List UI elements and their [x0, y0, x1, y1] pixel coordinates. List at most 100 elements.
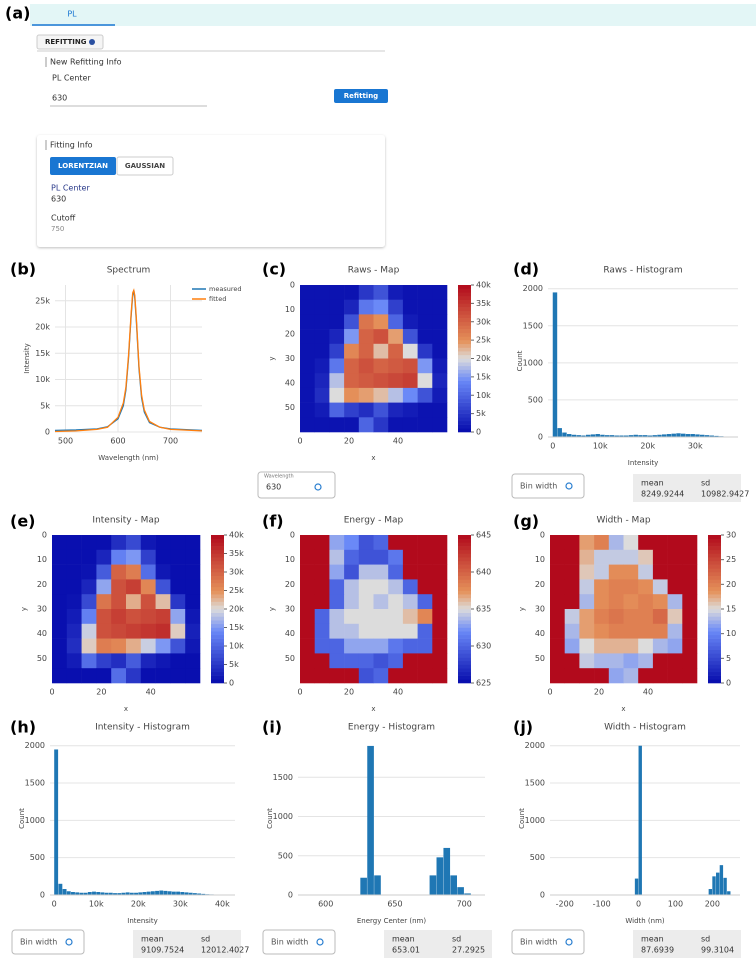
y-tick-label: 0	[538, 433, 543, 442]
y-axis-label: y	[20, 607, 28, 611]
heatmap-cell	[314, 343, 330, 359]
colorbar-segment	[458, 310, 471, 315]
stats-label: sd	[701, 479, 710, 488]
heatmap-cell	[170, 668, 186, 684]
colorbar-segment	[708, 583, 721, 588]
heatmap-cell	[300, 373, 315, 389]
refresh-icon	[565, 938, 573, 946]
colorbar-segment	[458, 336, 471, 341]
tab[interactable]: PL	[67, 10, 77, 19]
heatmap-cell	[300, 609, 315, 625]
heatmap-cell	[638, 535, 654, 551]
colorbar-segment	[211, 612, 224, 617]
heatmap-cell	[170, 609, 186, 625]
heatmap-cell	[417, 594, 433, 610]
heatmap-cell	[344, 579, 360, 595]
heatmap-cell	[417, 299, 433, 315]
x-tick-label: 700	[163, 437, 178, 446]
heatmap-cell	[373, 358, 389, 374]
bin-width-input[interactable]	[511, 473, 585, 499]
histogram-bar	[71, 892, 75, 895]
y-tick-label: 2000	[25, 741, 45, 750]
heatmap-cell	[344, 299, 360, 315]
refresh-icon[interactable]	[314, 483, 322, 491]
heatmap-cell	[550, 564, 565, 580]
heatmap-cell	[652, 609, 668, 625]
x-tick-label: 0	[297, 437, 302, 446]
heatmap-cell	[170, 549, 186, 565]
bin-width-input[interactable]	[262, 929, 336, 955]
heatmap-cell	[300, 535, 315, 551]
heatmap-cell	[329, 609, 345, 625]
heatmap-cell	[682, 549, 698, 565]
heatmap-cell	[52, 653, 68, 669]
bin-width-input[interactable]	[511, 929, 585, 955]
heatmap-cell	[432, 387, 448, 403]
gaussian-button[interactable]	[116, 156, 174, 176]
heatmap-cell	[388, 343, 404, 359]
heatmap-cell	[682, 638, 698, 654]
heatmap-cell	[594, 579, 610, 595]
histogram-bar	[576, 435, 581, 437]
colorbar-segment	[458, 546, 471, 551]
colorbar-segment	[458, 354, 471, 359]
colorbar-segment	[211, 538, 224, 543]
colorbar-tick-label: 0	[476, 428, 481, 437]
field-value: 630	[51, 195, 66, 204]
colorbar-segment	[458, 535, 471, 539]
heatmap-cell	[300, 358, 315, 374]
colorbar-segment	[458, 358, 471, 363]
heatmap-cell	[594, 564, 610, 580]
refresh-icon	[565, 482, 573, 490]
field-label: PL Center	[52, 74, 91, 83]
colorbar-segment	[211, 583, 224, 588]
bin-width-input[interactable]	[11, 929, 85, 955]
heatmap-cell	[417, 285, 433, 300]
colorbar-segment	[708, 568, 721, 573]
heatmap-cell	[564, 609, 580, 625]
heatmap-cell	[81, 535, 97, 551]
refitting-button[interactable]	[334, 89, 388, 103]
colorbar-segment	[458, 649, 471, 654]
heatmap-cell	[608, 579, 624, 595]
histogram-bar	[180, 892, 185, 895]
heatmap-cell	[329, 653, 345, 669]
heatmap-cell	[344, 358, 360, 374]
heatmap-cell	[667, 535, 683, 551]
refit-toggle[interactable]	[36, 34, 104, 50]
heatmap-cell	[185, 638, 201, 654]
text-input[interactable]: 630	[52, 94, 67, 103]
section-title: Fitting Info	[50, 141, 93, 150]
heatmap-cell	[300, 594, 315, 610]
histogram-bar	[146, 891, 151, 895]
colorbar-tick-label: 10k	[229, 642, 244, 651]
heatmap-cell	[344, 594, 360, 610]
histogram-bar	[87, 892, 92, 895]
heatmap-cell	[358, 549, 374, 565]
colorbar-tick-label: 630	[476, 642, 491, 651]
heatmap-cell	[402, 343, 418, 359]
heatmap-cell	[638, 609, 654, 625]
heatmap-cell	[579, 535, 595, 551]
heatmap-cell	[314, 594, 330, 610]
colorbar-segment	[458, 572, 471, 576]
heatmap-cell	[314, 358, 330, 374]
histogram-bar	[100, 892, 105, 895]
colorbar-segment	[708, 609, 721, 613]
histogram-bar	[79, 892, 84, 895]
colorbar-segment	[458, 553, 471, 558]
heatmap-cell	[358, 402, 374, 418]
heatmap-cell	[96, 638, 112, 654]
colorbar-segment	[458, 605, 471, 610]
heatmap-cell	[111, 594, 127, 610]
colorbar-segment	[458, 612, 471, 617]
colorbar-tick-label: 30k	[229, 568, 244, 577]
colorbar-segment	[211, 627, 224, 632]
colorbar-segment	[211, 546, 224, 551]
heatmap-cell	[608, 535, 624, 551]
lorentzian-button[interactable]	[50, 157, 116, 175]
histogram-bar	[192, 893, 197, 895]
wavelength-input[interactable]	[257, 471, 336, 499]
heatmap-cell	[358, 329, 374, 345]
heatmap-cell	[185, 609, 201, 625]
